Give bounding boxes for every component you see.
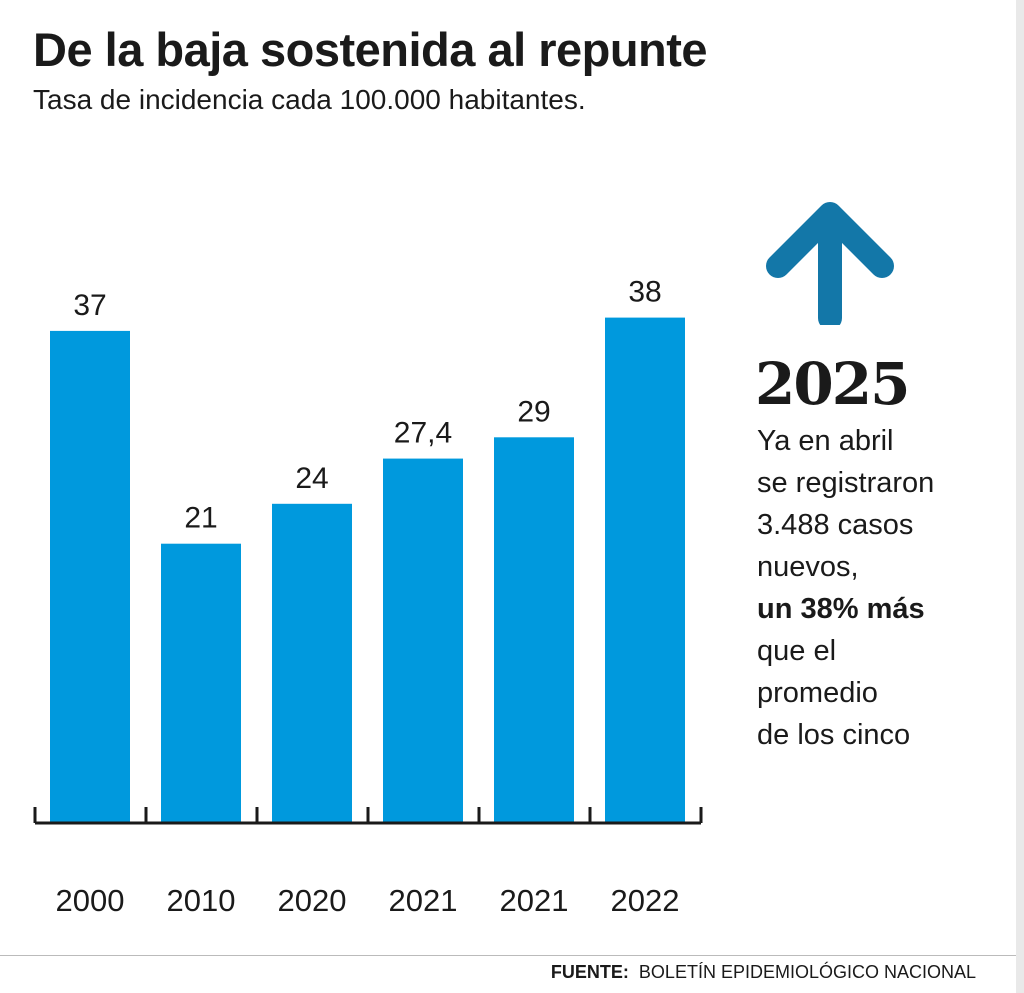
x-tick-label: 2010 [167,883,236,918]
bar-1 [161,543,241,823]
x-tick-label: 2020 [278,883,347,918]
x-tick-label: 2022 [611,883,680,918]
bar-value-label: 37 [73,289,106,322]
bar-value-label: 24 [295,462,328,495]
callout-line: promedio [757,677,878,709]
bar-value-label: 21 [184,502,217,535]
bar-2 [272,503,352,823]
bar-value-label: 29 [517,395,550,428]
bar-4 [494,437,574,823]
x-tick-label: 2000 [56,883,125,918]
callout-line: que el [757,635,837,667]
page-title: De la baja sostenida al repunte [33,23,708,76]
page-edge [1016,0,1024,993]
source-label: FUENTE: [550,962,629,982]
callout-line: nuevos, [757,551,859,583]
bar-3 [383,458,463,823]
bar-0 [50,330,130,823]
arrow-up-icon [766,202,894,325]
source-text: BOLETÍN EPIDEMIOLÓGICO NACIONAL [638,962,976,982]
x-tick-label: 2021 [500,883,569,918]
callout-text: Ya en abril se registraron 3.488 casos n… [757,420,1007,756]
callout-line: 3.488 casos [757,509,914,541]
source-divider [0,955,1016,956]
bar-value-label: 38 [628,276,661,309]
callout-line: Ya en abril [757,425,894,457]
callout-line: se registraron [757,467,935,499]
page-subtitle: Tasa de incidencia cada 100.000 habitant… [33,84,586,115]
bar-chart: 37 2000 21 2010 24 2020 27,4 2021 29 2021 38 2022 [33,276,703,918]
bar-5 [605,317,685,823]
callout-year: 2025 [755,350,910,418]
x-tick-label: 2021 [389,883,458,918]
bar-value-label: 27,4 [394,417,452,450]
callout-line-highlight: un 38% más [757,593,925,625]
source-credit: FUENTE: BOLETÍN EPIDEMIOLÓGICO NACIONAL [551,962,976,983]
callout-line: de los cinco [757,719,911,751]
